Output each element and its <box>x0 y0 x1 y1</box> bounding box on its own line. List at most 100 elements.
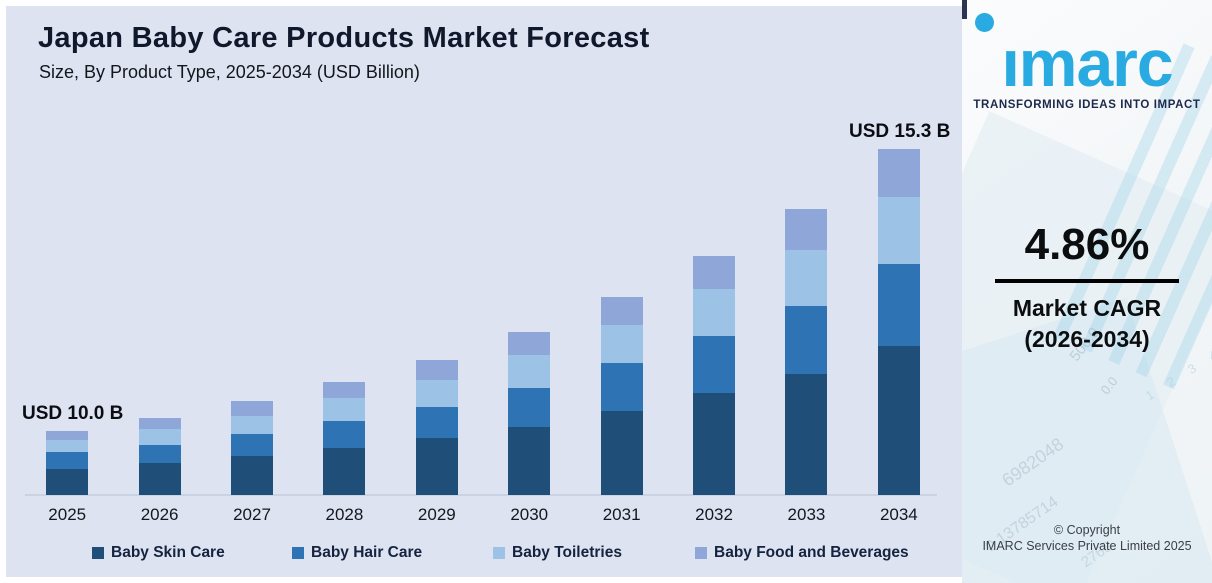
cagr-block: 4.86% Market CAGR (2026-2034) <box>962 220 1212 353</box>
segment-baby-food-and-beverages <box>46 431 89 440</box>
segment-baby-skin-care <box>785 374 828 495</box>
x-tick-2025: 2025 <box>48 505 87 524</box>
segment-baby-toiletries <box>508 355 551 388</box>
x-tick-2028: 2028 <box>325 505 364 524</box>
segment-baby-skin-care <box>138 463 181 495</box>
segment-baby-food-and-beverages <box>600 297 643 325</box>
x-axis-labels: 2025 2026 2027 2028 2029 2030 2031 2032 2033 2034 <box>21 505 945 525</box>
segment-baby-toiletries <box>46 440 89 452</box>
copyright: © Copyright IMARC Services Private Limit… <box>962 522 1212 554</box>
annotation-end-total: USD 15.3 B <box>849 121 951 142</box>
x-tick-2034: 2034 <box>879 505 918 524</box>
x-tick-2033: 2033 <box>787 505 826 524</box>
bar-cell-2026 <box>113 133 205 495</box>
legend-label: Baby Skin Care <box>111 544 225 561</box>
segment-baby-skin-care <box>415 438 458 495</box>
segment-baby-skin-care <box>877 346 920 495</box>
segment-baby-hair-care <box>323 421 366 448</box>
bars-row <box>21 133 945 495</box>
segment-baby-hair-care <box>415 407 458 438</box>
brand-panel: 500.0 0.0 1 2 3 4 6982048 0.13785714 276… <box>962 0 1212 583</box>
bar-2032 <box>693 256 736 495</box>
segment-baby-food-and-beverages <box>693 256 736 289</box>
segment-baby-skin-care <box>693 393 736 495</box>
segment-baby-toiletries <box>877 197 920 264</box>
legend-swatch-icon <box>493 547 505 559</box>
bar-2025 <box>46 431 89 495</box>
bar-cell-2033 <box>760 133 852 495</box>
legend-item-baby-food-and-beverages: Baby Food and Beverages <box>695 544 909 562</box>
segment-baby-food-and-beverages <box>323 382 366 398</box>
bar-cell-2028 <box>298 133 390 495</box>
bar-cell-2032 <box>668 133 760 495</box>
bar-2031 <box>600 297 643 495</box>
bar-2033 <box>785 209 828 495</box>
segment-baby-toiletries <box>785 250 828 306</box>
bar-2034 <box>877 149 920 495</box>
bar-cell-2034 <box>853 133 945 495</box>
legend-swatch-icon <box>92 547 104 559</box>
chart-subtitle: Size, By Product Type, 2025-2034 (USD Bi… <box>39 62 420 82</box>
copyright-line1: © Copyright <box>1053 523 1121 537</box>
segment-baby-skin-care <box>508 427 551 495</box>
bar-2027 <box>231 401 274 495</box>
segment-baby-toiletries <box>231 416 274 434</box>
segment-baby-hair-care <box>508 388 551 427</box>
segment-baby-hair-care <box>877 264 920 346</box>
copyright-line2: IMARC Services Private Limited 2025 <box>982 539 1192 553</box>
segment-baby-hair-care <box>693 336 736 393</box>
x-axis-line <box>25 494 937 496</box>
bar-cell-2029 <box>391 133 483 495</box>
imarc-logo: ımarc TRANSFORMING IDEAS INTO IMPACT <box>962 13 1212 111</box>
segment-baby-skin-care <box>231 456 274 495</box>
legend-item-baby-skin-care: Baby Skin Care <box>92 544 292 562</box>
x-tick-2027: 2027 <box>233 505 271 524</box>
segment-baby-skin-care <box>600 411 643 495</box>
bar-cell-2025 <box>21 133 113 495</box>
cagr-label: Market CAGR <box>1012 295 1162 321</box>
bar-2028 <box>323 382 366 495</box>
x-tick-2032: 2032 <box>695 505 733 524</box>
segment-baby-toiletries <box>693 289 736 336</box>
segment-baby-food-and-beverages <box>138 418 181 429</box>
segment-baby-toiletries <box>600 325 643 363</box>
segment-baby-hair-care <box>46 452 89 469</box>
legend-label: Baby Toiletries <box>512 544 622 561</box>
segment-baby-food-and-beverages <box>415 360 458 380</box>
legend-item-baby-hair-care: Baby Hair Care <box>292 544 493 562</box>
cagr-period: (2026-2034) <box>1024 326 1150 352</box>
bar-cell-2027 <box>206 133 298 495</box>
bar-2026 <box>138 418 181 495</box>
segment-baby-food-and-beverages <box>508 332 551 355</box>
bar-2030 <box>508 332 551 495</box>
segment-baby-toiletries <box>415 380 458 407</box>
x-tick-2029: 2029 <box>417 505 456 524</box>
plot-area <box>21 133 945 496</box>
segment-baby-toiletries <box>323 398 366 421</box>
segment-baby-food-and-beverages <box>785 209 828 250</box>
legend-label: Baby Hair Care <box>311 544 423 561</box>
imarc-logo-dot-icon <box>975 13 994 32</box>
legend-label: Baby Food and Beverages <box>714 544 909 561</box>
segment-baby-food-and-beverages <box>231 401 274 416</box>
chart-panel: Japan Baby Care Products Market Forecast… <box>6 6 962 577</box>
corner-accent <box>962 0 967 19</box>
segment-baby-skin-care <box>323 448 366 495</box>
legend-swatch-icon <box>292 547 304 559</box>
segment-baby-hair-care <box>600 363 643 411</box>
annotation-start-total: USD 10.0 B <box>22 403 124 424</box>
segment-baby-hair-care <box>785 306 828 374</box>
cagr-value: 4.86% <box>1024 220 1150 269</box>
cagr-divider <box>995 279 1179 283</box>
x-tick-2031: 2031 <box>602 505 641 524</box>
segment-baby-toiletries <box>138 429 181 445</box>
segment-baby-hair-care <box>231 434 274 456</box>
x-tick-2026: 2026 <box>140 505 179 524</box>
imarc-logo-tagline: TRANSFORMING IDEAS INTO IMPACT <box>973 99 1201 111</box>
legend-swatch-icon <box>695 547 707 559</box>
segment-baby-skin-care <box>46 469 89 495</box>
segment-baby-food-and-beverages <box>877 149 920 197</box>
x-tick-2030: 2030 <box>510 505 549 524</box>
legend-item-baby-toiletries: Baby Toiletries <box>493 544 695 562</box>
chart-title: Japan Baby Care Products Market Forecast <box>38 22 650 54</box>
